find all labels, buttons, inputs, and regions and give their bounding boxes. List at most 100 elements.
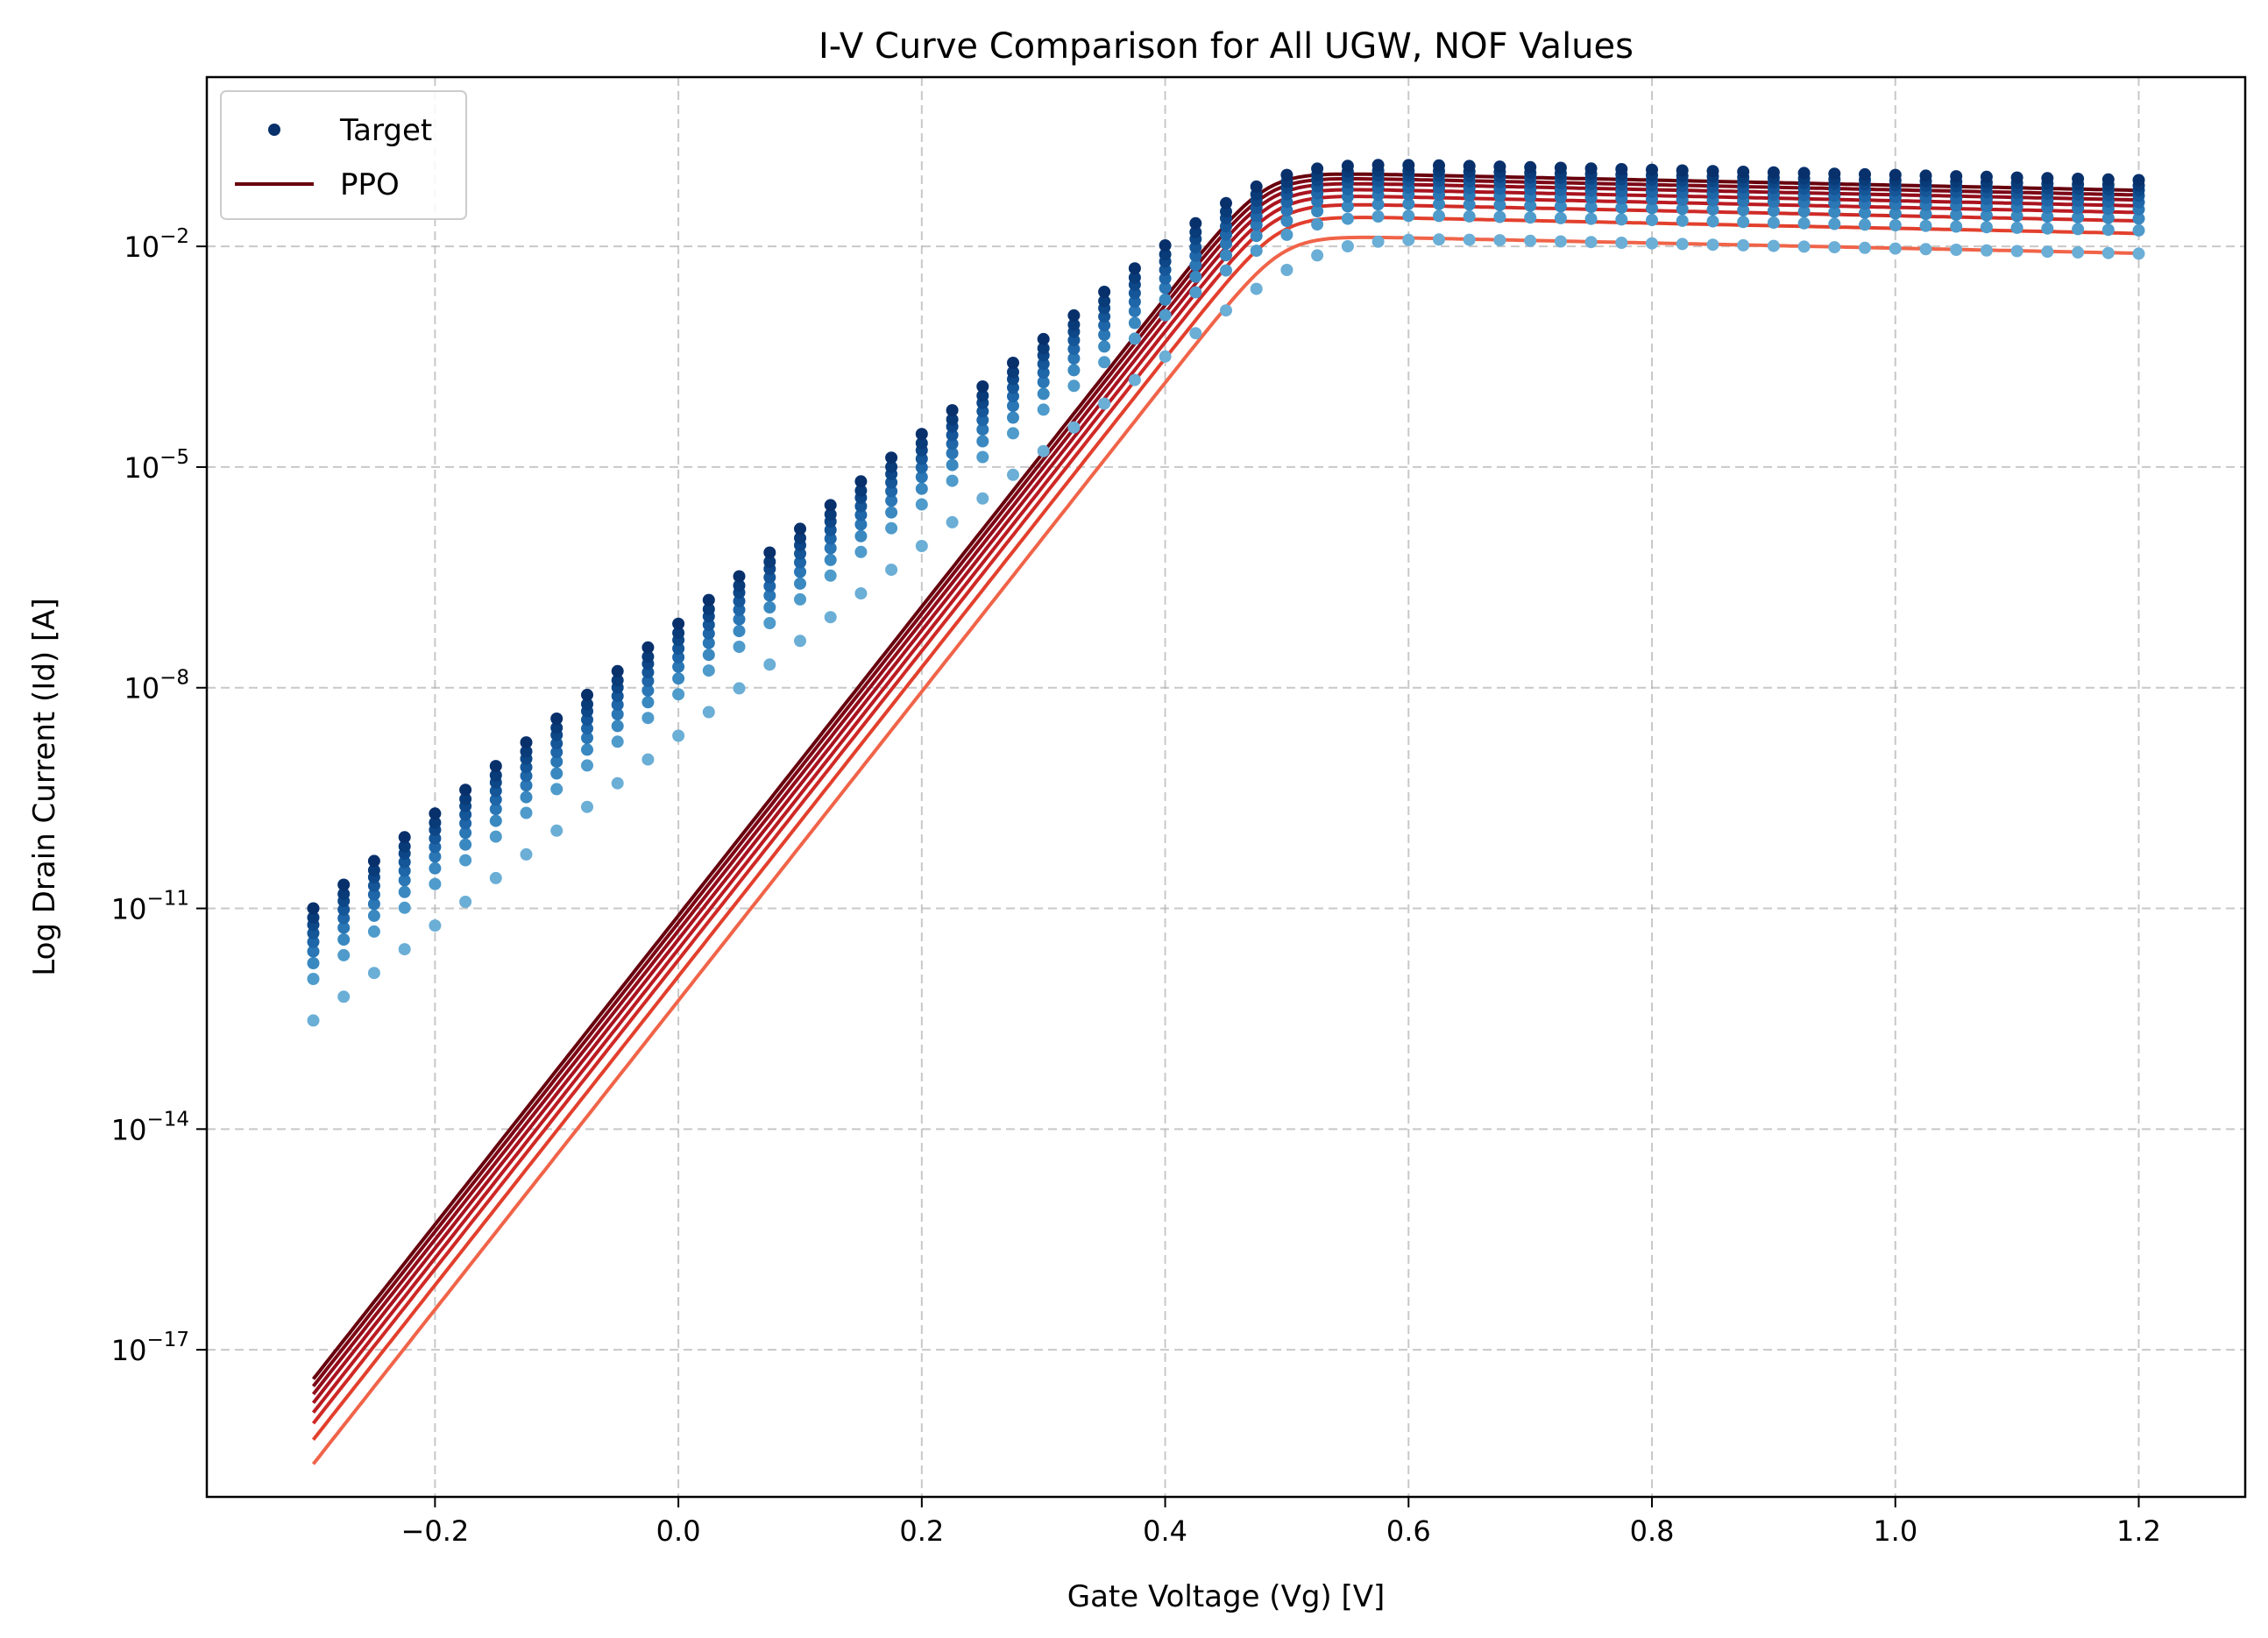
target-point bbox=[763, 601, 776, 613]
target-point bbox=[398, 864, 411, 877]
target-point bbox=[337, 903, 351, 916]
target-point bbox=[1463, 233, 1476, 246]
target-point bbox=[1919, 169, 1932, 182]
target-point bbox=[1311, 162, 1324, 175]
target-point bbox=[489, 871, 502, 884]
target-point bbox=[429, 862, 442, 875]
target-point bbox=[1189, 216, 1202, 230]
target-point bbox=[1767, 166, 1780, 179]
target-point bbox=[459, 792, 472, 805]
target-point bbox=[763, 571, 776, 584]
target-point bbox=[733, 603, 746, 616]
target-point bbox=[367, 897, 380, 911]
target-point bbox=[1402, 233, 1415, 246]
target-point bbox=[1828, 167, 1841, 181]
target-point bbox=[459, 896, 472, 908]
target-point bbox=[641, 650, 655, 663]
target-point bbox=[672, 642, 685, 655]
target-point bbox=[733, 625, 746, 638]
target-point bbox=[1371, 159, 1385, 172]
target-point bbox=[1859, 241, 1871, 254]
target-point bbox=[976, 450, 989, 464]
target-point bbox=[702, 603, 715, 616]
legend-ppo-label: PPO bbox=[340, 167, 400, 202]
target-point bbox=[1159, 281, 1172, 294]
target-point bbox=[1341, 212, 1354, 225]
target-point bbox=[915, 461, 928, 474]
target-point bbox=[1037, 444, 1050, 457]
y-tick-label: 10−17 bbox=[111, 1329, 189, 1367]
target-point bbox=[1463, 198, 1476, 211]
target-point bbox=[2041, 172, 2054, 185]
target-point bbox=[1859, 167, 1871, 181]
target-point bbox=[1159, 239, 1172, 252]
target-point bbox=[2010, 171, 2023, 184]
target-point bbox=[1371, 198, 1385, 211]
target-point bbox=[1280, 168, 1293, 181]
y-tick-label: 10−11 bbox=[111, 888, 189, 926]
target-point bbox=[702, 649, 715, 662]
target-point bbox=[1980, 244, 1993, 257]
target-point bbox=[1737, 203, 1750, 216]
target-point bbox=[2010, 209, 2023, 223]
target-point bbox=[702, 618, 715, 631]
target-point bbox=[763, 546, 776, 559]
target-point bbox=[672, 651, 685, 663]
target-point bbox=[1706, 238, 1719, 252]
target-point bbox=[307, 902, 320, 915]
target-point bbox=[550, 713, 563, 725]
target-point bbox=[2132, 174, 2145, 187]
target-point bbox=[337, 888, 351, 900]
target-point bbox=[641, 696, 655, 709]
target-point bbox=[733, 594, 746, 607]
target-point bbox=[1524, 234, 1537, 247]
target-point bbox=[1311, 205, 1324, 217]
target-point bbox=[641, 675, 655, 687]
target-point bbox=[1554, 211, 1567, 224]
target-point bbox=[367, 967, 380, 980]
target-point bbox=[1098, 340, 1111, 353]
target-point bbox=[1767, 239, 1780, 252]
target-point bbox=[1189, 225, 1202, 238]
target-point bbox=[581, 759, 593, 772]
target-point bbox=[1220, 249, 1232, 262]
x-tick-label: 0.4 bbox=[1143, 1514, 1187, 1548]
target-point bbox=[429, 832, 442, 845]
target-point bbox=[1159, 350, 1172, 363]
target-point bbox=[398, 874, 411, 887]
target-point bbox=[915, 436, 928, 450]
target-point bbox=[976, 414, 989, 427]
target-point bbox=[915, 540, 928, 552]
target-point bbox=[824, 569, 837, 582]
x-tick-label: 0.8 bbox=[1630, 1514, 1675, 1548]
target-point bbox=[1007, 357, 1019, 369]
target-point bbox=[307, 911, 320, 924]
target-point bbox=[489, 803, 502, 816]
target-point bbox=[337, 878, 351, 891]
target-point bbox=[398, 840, 411, 853]
target-point bbox=[763, 658, 776, 671]
target-point bbox=[1402, 197, 1415, 210]
target-point bbox=[337, 948, 351, 961]
target-point bbox=[915, 452, 928, 465]
target-point bbox=[2132, 212, 2145, 225]
target-point bbox=[1493, 234, 1506, 247]
target-point bbox=[307, 957, 320, 969]
target-point bbox=[520, 779, 533, 792]
target-point bbox=[1584, 201, 1598, 214]
target-point bbox=[1493, 199, 1506, 211]
y-tick-label: 10−2 bbox=[124, 225, 189, 264]
target-point bbox=[885, 476, 898, 489]
plot-frame bbox=[205, 75, 2247, 1499]
legend-target-marker bbox=[268, 124, 280, 136]
target-point bbox=[824, 611, 837, 624]
target-point bbox=[2101, 211, 2115, 224]
target-point bbox=[1524, 211, 1537, 224]
target-point bbox=[672, 617, 685, 630]
target-point bbox=[1737, 166, 1750, 178]
target-point bbox=[824, 532, 837, 545]
target-point bbox=[1311, 249, 1324, 262]
target-point bbox=[489, 793, 502, 806]
target-point bbox=[489, 814, 502, 827]
target-point bbox=[1098, 310, 1111, 323]
